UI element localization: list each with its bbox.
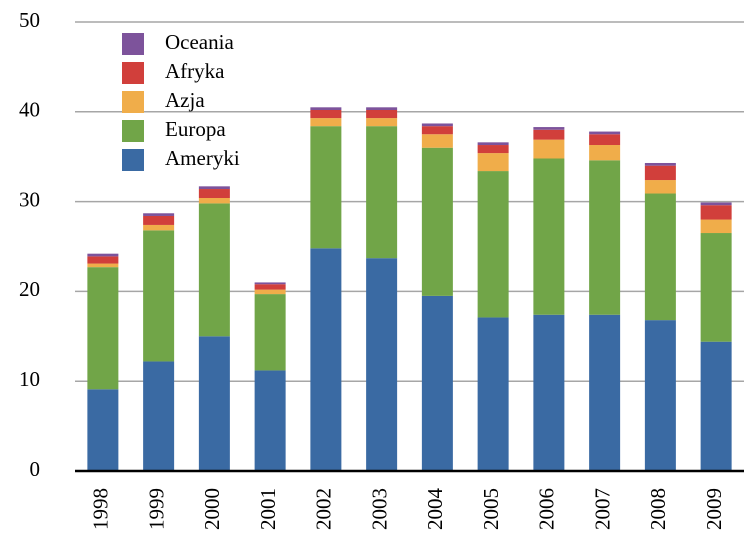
bar-segment	[421, 295, 453, 471]
bar-segment	[310, 107, 342, 111]
bar-segment	[644, 193, 676, 321]
y-tick-label: 0	[30, 457, 41, 481]
bar-segment	[198, 203, 230, 337]
bar-segment	[310, 126, 342, 249]
y-tick-label: 20	[19, 277, 40, 301]
bar-segment	[198, 189, 230, 199]
bar-segment	[589, 314, 621, 471]
legend-label: Afryka	[165, 59, 225, 83]
y-tick-label: 50	[19, 8, 40, 32]
y-tick-label: 40	[19, 98, 40, 122]
bar-segment	[477, 142, 509, 146]
bar-segment	[589, 134, 621, 146]
bar-segment	[143, 215, 175, 225]
bar-segment	[533, 139, 565, 159]
bar-segment	[310, 110, 342, 119]
bar-segment	[143, 224, 175, 231]
bar-segment	[254, 370, 286, 471]
bar-segment	[589, 160, 621, 315]
bar-segment	[254, 289, 286, 295]
bar-segment	[366, 126, 398, 259]
bar-segment	[87, 267, 119, 390]
bar-segment	[198, 336, 230, 471]
x-tick-label: 2007	[590, 488, 614, 530]
bar-segment	[366, 258, 398, 471]
x-tick-label: 2000	[200, 488, 224, 530]
legend-label: Azja	[165, 88, 205, 112]
x-tick-label: 2008	[646, 488, 670, 530]
x-tick-label: 2006	[535, 488, 559, 530]
bar-segment	[143, 213, 175, 216]
x-tick-label: 2005	[479, 488, 503, 530]
bar-segment	[254, 294, 286, 371]
legend-swatch	[122, 149, 144, 171]
bar-segment	[644, 165, 676, 181]
bar-segment	[533, 129, 565, 140]
x-tick-label: 1999	[144, 488, 168, 530]
x-tick-label: 2009	[702, 488, 726, 530]
bar-segment	[310, 248, 342, 471]
bar-segment	[87, 256, 119, 264]
bar-segment	[700, 219, 732, 234]
legend-swatch	[122, 120, 144, 142]
bar-segment	[421, 123, 453, 127]
bar-segment	[366, 118, 398, 127]
bar-segment	[254, 284, 286, 290]
bar-segment	[87, 389, 119, 471]
bar-segment	[644, 180, 676, 194]
bar-segment	[700, 205, 732, 220]
bar-segment	[477, 317, 509, 471]
bar-segment	[477, 153, 509, 172]
bar-segment	[589, 131, 621, 135]
legend-swatch	[122, 62, 144, 84]
bar-segment	[254, 282, 286, 285]
bar-segment	[421, 126, 453, 135]
bar-segment	[700, 341, 732, 471]
x-tick-label: 2003	[367, 488, 391, 530]
bar-segment	[366, 110, 398, 119]
y-tick-label: 10	[19, 367, 40, 391]
bar-segment	[310, 118, 342, 127]
legend-swatch	[122, 33, 144, 55]
bar-segment	[87, 263, 119, 268]
legend-swatch	[122, 91, 144, 113]
bar-segment	[198, 198, 230, 204]
x-tick-label: 2004	[423, 488, 447, 531]
legend-label: Oceania	[165, 30, 234, 54]
x-tick-label: 1998	[89, 488, 113, 530]
bar-segment	[421, 134, 453, 148]
bar-segment	[198, 186, 230, 190]
bar-segment	[533, 314, 565, 471]
bar-segment	[477, 145, 509, 154]
y-tick-label: 30	[19, 187, 40, 211]
legend-label: Europa	[165, 117, 226, 141]
bar-segment	[700, 233, 732, 342]
x-tick-label: 2002	[312, 488, 336, 530]
bar-segment	[477, 171, 509, 318]
legend-label: Ameryki	[165, 146, 240, 170]
bar-segment	[143, 361, 175, 471]
bar-segment	[366, 107, 398, 111]
bar-segment	[700, 202, 732, 206]
bar-segment	[644, 320, 676, 471]
bar-segment	[87, 253, 119, 257]
bar-segment	[143, 230, 175, 362]
bar-segment	[533, 158, 565, 315]
bar-segment	[589, 145, 621, 161]
bar-segment	[644, 162, 676, 166]
bar-segment	[533, 127, 565, 130]
x-tick-label: 2001	[256, 488, 280, 530]
bar-segment	[421, 147, 453, 296]
